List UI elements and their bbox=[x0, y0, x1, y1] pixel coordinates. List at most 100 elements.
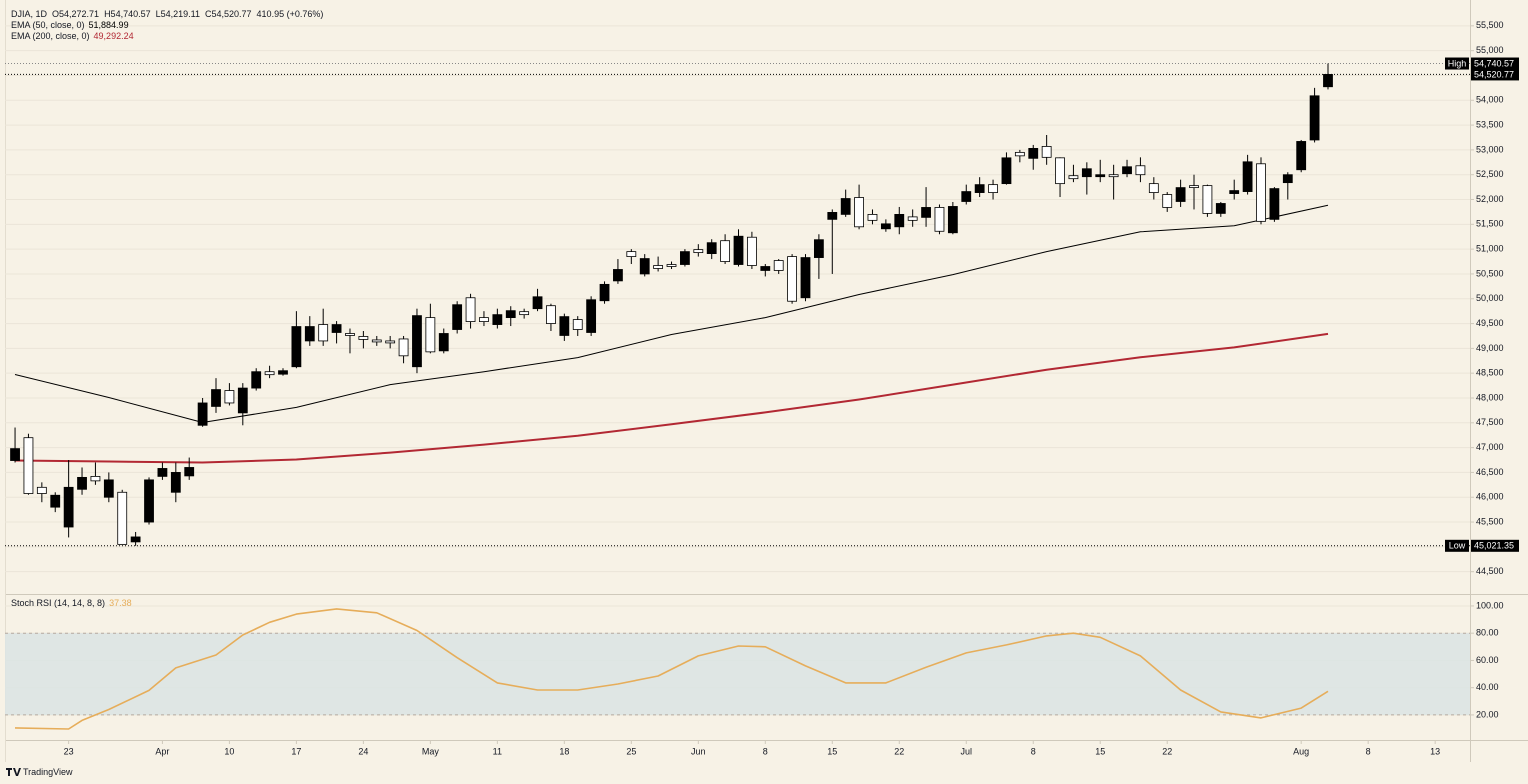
candle-body bbox=[1068, 175, 1079, 180]
y-tick-label: 46,000 bbox=[1476, 492, 1504, 502]
candle-body bbox=[398, 338, 409, 357]
y-tick-label: 50,000 bbox=[1476, 293, 1504, 303]
candle-body bbox=[438, 333, 449, 352]
candle-body bbox=[1269, 188, 1280, 220]
candle-body bbox=[894, 214, 905, 228]
y-tick-label: 44,500 bbox=[1476, 566, 1504, 576]
candle-body bbox=[787, 256, 797, 302]
candle-body bbox=[251, 371, 262, 389]
candle-body bbox=[452, 304, 463, 330]
x-tick-label: 8 bbox=[763, 746, 768, 756]
candle-body bbox=[331, 324, 342, 333]
candle-body bbox=[197, 402, 208, 426]
candle-body bbox=[947, 206, 958, 234]
legend-value: 51,884.99 bbox=[89, 20, 129, 30]
candle-body bbox=[505, 310, 516, 319]
x-tick-label: 23 bbox=[64, 746, 74, 756]
candle-body bbox=[559, 316, 570, 336]
x-tick-label: 22 bbox=[894, 746, 904, 756]
y-tick-label: 49,000 bbox=[1476, 343, 1504, 353]
x-tick-label: Jun bbox=[691, 746, 706, 756]
y-tick-label: 47,500 bbox=[1476, 417, 1504, 427]
candle-body bbox=[907, 216, 918, 221]
x-tick-label: 17 bbox=[291, 746, 301, 756]
candle-body bbox=[264, 371, 275, 376]
y-tick-label: 53,500 bbox=[1476, 119, 1504, 129]
header-ohlc: C54,520.77 bbox=[205, 9, 252, 19]
candle-body bbox=[1028, 148, 1039, 159]
candle-body bbox=[90, 475, 101, 482]
x-tick-label: 11 bbox=[493, 746, 502, 756]
candle-body bbox=[1135, 165, 1146, 176]
x-tick-label: 10 bbox=[224, 746, 234, 756]
y-tick-label: 55,000 bbox=[1476, 45, 1504, 55]
header-ohlc: O54,272.71 bbox=[52, 9, 99, 19]
candle-body bbox=[50, 494, 61, 508]
candle-body bbox=[224, 390, 235, 404]
candle-body bbox=[988, 184, 998, 193]
logo-icon bbox=[6, 768, 21, 776]
y-tick-label: 100.00 bbox=[1476, 600, 1504, 610]
candle-body bbox=[760, 266, 771, 271]
legend-entry: EMA (200, close, 0) 49,292.24 bbox=[11, 31, 134, 41]
candle-body bbox=[921, 207, 931, 218]
candle-body bbox=[10, 448, 20, 461]
legend-entry: EMA (50, close, 0) 51,884.99 bbox=[11, 20, 129, 30]
candle-body bbox=[1282, 174, 1293, 184]
candle-body bbox=[1108, 174, 1119, 178]
legend-name: EMA (200, close, 0) bbox=[11, 31, 90, 41]
candle-body bbox=[184, 467, 195, 477]
y-tick-label: 40.00 bbox=[1476, 682, 1499, 692]
candle-body bbox=[653, 265, 664, 269]
candle-body bbox=[867, 214, 878, 221]
candle-body bbox=[1175, 187, 1186, 202]
candle-body bbox=[800, 257, 811, 299]
x-tick-label: 15 bbox=[1095, 746, 1105, 756]
candle-body bbox=[211, 389, 221, 407]
x-tick-label: Jul bbox=[961, 746, 973, 756]
header-symbol: DJIA, 1D bbox=[11, 9, 48, 19]
y-tick-label: 48,500 bbox=[1476, 368, 1504, 378]
candle-body bbox=[1162, 194, 1173, 208]
candle-body bbox=[425, 317, 436, 353]
candle-body bbox=[318, 324, 329, 342]
y-tick-label: 51,000 bbox=[1476, 244, 1504, 254]
legend-value: 49,292.24 bbox=[94, 31, 134, 41]
price-tag: Low bbox=[1449, 541, 1466, 551]
candle-body bbox=[680, 251, 690, 265]
candle-body bbox=[385, 340, 396, 344]
candle-body bbox=[720, 240, 731, 262]
candle-body bbox=[492, 314, 503, 325]
candle-body bbox=[36, 486, 47, 494]
series-line bbox=[14, 204, 1329, 423]
y-tick-label: 52,500 bbox=[1476, 169, 1504, 179]
candle-body bbox=[23, 437, 34, 494]
legend-entry: Stoch RSI (14, 14, 8, 8) 37.38 bbox=[11, 598, 132, 608]
x-tick-label: May bbox=[422, 746, 440, 756]
candle-body bbox=[358, 336, 369, 340]
x-tick-label: 18 bbox=[559, 746, 569, 756]
candle-body bbox=[519, 311, 530, 316]
candle-body bbox=[170, 472, 181, 493]
y-tick-label: 55,500 bbox=[1476, 20, 1504, 30]
candle-body bbox=[586, 299, 597, 333]
candle-body bbox=[1055, 157, 1065, 185]
candle-body bbox=[103, 479, 114, 498]
candle-body bbox=[291, 326, 302, 368]
candle-body bbox=[639, 258, 650, 275]
candle-body bbox=[827, 212, 838, 220]
x-tick-label: 15 bbox=[827, 746, 837, 756]
footer-brand: TradingView bbox=[23, 767, 73, 777]
price-label: 54,740.57 bbox=[1474, 58, 1514, 68]
candle-body bbox=[854, 197, 864, 228]
candle-body bbox=[813, 239, 824, 258]
legend-value: 37.38 bbox=[109, 598, 132, 608]
candle-body bbox=[840, 198, 851, 215]
x-tick-label: 22 bbox=[1162, 746, 1172, 756]
candle-body bbox=[532, 296, 543, 310]
price-label: 54,520.77 bbox=[1474, 69, 1514, 79]
candle-body bbox=[706, 242, 717, 255]
candle-body bbox=[773, 260, 784, 271]
